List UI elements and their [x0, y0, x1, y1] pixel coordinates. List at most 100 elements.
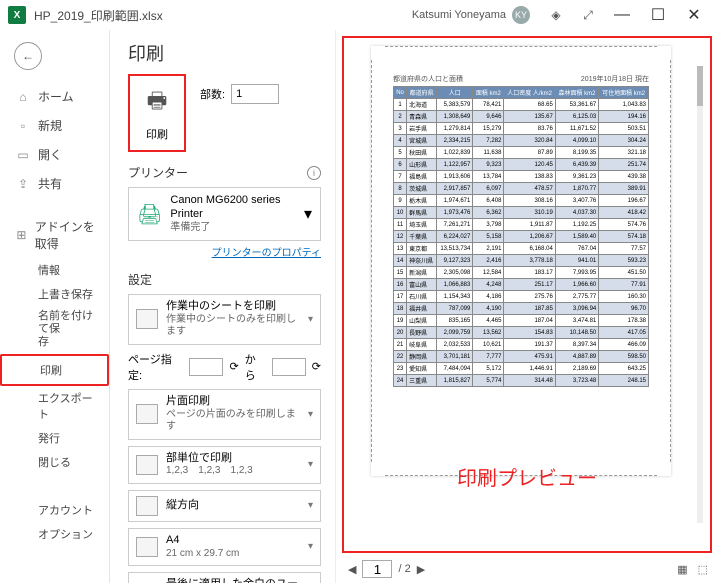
vertical-scrollbar[interactable] [692, 48, 708, 541]
info-icon[interactable]: i [307, 166, 321, 180]
table-row: 17石川県1,154,3434,186275.762,775.77160.30 [394, 291, 649, 303]
copies-input[interactable] [231, 84, 279, 104]
table-cell: 4,190 [473, 303, 504, 315]
table-cell: 1,308,649 [437, 111, 473, 123]
nav-info[interactable]: 情報 [0, 258, 109, 282]
nav-label: 開く [38, 146, 62, 163]
nav-new[interactable]: ▫新規 [0, 111, 109, 140]
home-icon: ⌂ [16, 90, 30, 104]
next-page-button[interactable]: ▶ [417, 563, 425, 576]
table-cell: 1,122,957 [437, 159, 473, 171]
new-icon: ▫ [16, 119, 30, 133]
ribbon-options-icon[interactable]: ⤢ [572, 3, 604, 27]
table-cell: 4 [394, 135, 407, 147]
table-header: 人口 [437, 87, 473, 99]
table-cell: 183.17 [504, 267, 555, 279]
diamond-icon[interactable]: ◈ [540, 3, 572, 27]
nav-addins[interactable]: ⊞アドインを取得 [0, 212, 109, 258]
nav-open[interactable]: ▭開く [0, 140, 109, 169]
zoom-to-page-icon[interactable]: ⬚ [698, 563, 708, 576]
table-cell: 160.30 [599, 291, 649, 303]
print-setting-1[interactable]: 片面印刷ページの片面のみを印刷します▾ [128, 389, 321, 440]
table-cell: 11 [394, 219, 407, 231]
print-setting-3[interactable]: 縦方向▾ [128, 490, 321, 522]
nav-label: アドインを取得 [35, 218, 99, 252]
table-cell: 466.09 [599, 339, 649, 351]
table-cell: 14 [394, 255, 407, 267]
table-cell: 5,172 [473, 363, 504, 375]
printer-status: 準備完了 [170, 222, 296, 235]
table-cell: 6,125.03 [555, 111, 598, 123]
table-cell: 8,397.34 [555, 339, 598, 351]
table-cell: 310.19 [504, 207, 555, 219]
table-cell: 2,099,759 [437, 327, 473, 339]
page-from-input[interactable] [189, 358, 223, 376]
print-setting-5[interactable]: 最後に適用した余白のユーザー設定上: 1.9 cm 下: 1.9 cm 左: 1… [128, 572, 321, 583]
print-button[interactable]: 🖶 印刷 [128, 74, 186, 152]
print-setting-0[interactable]: 作業中のシートを印刷作業中のシートのみを印刷します▾ [128, 294, 321, 345]
table-cell: 1,589.40 [555, 231, 598, 243]
table-cell: 6 [394, 159, 407, 171]
nav-saveas[interactable]: 名前を付けて保存 [0, 306, 109, 354]
table-row: 23愛知県7,484,0945,1721,446.912,189.69643.2… [394, 363, 649, 375]
table-cell: 7,261,271 [437, 219, 473, 231]
margins-toggle-icon[interactable]: ▦ [677, 563, 687, 576]
table-cell: 835,165 [437, 315, 473, 327]
nav-home[interactable]: ⌂ホーム [0, 82, 109, 111]
minimize-button[interactable]: — [604, 1, 640, 29]
table-cell: 8,199.35 [555, 147, 598, 159]
nav-share[interactable]: ⇪共有 [0, 169, 109, 198]
user-avatar[interactable]: KY [512, 6, 530, 24]
table-cell: 320.84 [504, 135, 555, 147]
table-cell: 196.67 [599, 195, 649, 207]
printer-selector[interactable]: 🖨 Canon MG6200 series Printer準備完了 ▾ [128, 187, 321, 241]
table-cell: 5,774 [473, 375, 504, 387]
chevron-down-icon: ▾ [304, 204, 312, 224]
table-cell: 9,361.23 [555, 171, 598, 183]
nav-options[interactable]: オプション [0, 522, 109, 546]
table-cell: 2,032,533 [437, 339, 473, 351]
nav-print[interactable]: 印刷 [0, 354, 109, 386]
prev-page-button[interactable]: ◀ [348, 563, 356, 576]
close-button[interactable]: ✕ [676, 1, 712, 29]
table-cell: 1,154,343 [437, 291, 473, 303]
table-cell: 1 [394, 99, 407, 111]
setting-title: 片面印刷 [166, 395, 300, 409]
table-cell: 12,584 [473, 267, 504, 279]
page-total: / 2 [398, 563, 410, 575]
print-setting-2[interactable]: 部単位で印刷1,2,3 1,2,3 1,2,3▾ [128, 446, 321, 484]
table-cell: 1,043.83 [599, 99, 649, 111]
table-cell: 2 [394, 111, 407, 123]
table-row: 4宮城県2,334,2157,282320.844,099.10304.24 [394, 135, 649, 147]
nav-publish[interactable]: 発行 [0, 426, 109, 450]
maximize-button[interactable]: ☐ [640, 1, 676, 29]
table-cell: 東京都 [407, 243, 437, 255]
print-setting-4[interactable]: A421 cm x 29.7 cm▾ [128, 528, 321, 566]
table-cell: 5,158 [473, 231, 504, 243]
page-number-input[interactable] [362, 560, 392, 578]
page-to-input[interactable] [272, 358, 306, 376]
table-cell: 新潟県 [407, 267, 437, 279]
table-cell: 1,446.91 [504, 363, 555, 375]
nav-export[interactable]: エクスポート [0, 386, 109, 426]
backstage-sidebar: ← ⌂ホーム ▫新規 ▭開く ⇪共有 ⊞アドインを取得 情報 上書き保存 名前を… [0, 30, 110, 583]
table-cell: 13 [394, 243, 407, 255]
nav-save[interactable]: 上書き保存 [0, 282, 109, 306]
table-cell: 1,192.25 [555, 219, 598, 231]
setting-title: A4 [166, 534, 300, 548]
table-cell: 長野県 [407, 327, 437, 339]
chevron-down-icon: ▾ [308, 409, 313, 420]
preview-label: 印刷プレビュー [457, 462, 597, 491]
table-row: 22静岡県3,701,1817,777475.914,887.89598.50 [394, 351, 649, 363]
nav-account[interactable]: アカウント [0, 498, 109, 522]
table-cell: 13,513,734 [437, 243, 473, 255]
back-button[interactable]: ← [14, 42, 42, 70]
table-row: 2青森県1,308,6499,646135.676,125.03194.16 [394, 111, 649, 123]
table-cell: 178.38 [599, 315, 649, 327]
table-cell: 7,777 [473, 351, 504, 363]
nav-close[interactable]: 閉じる [0, 450, 109, 474]
table-cell: 4,465 [473, 315, 504, 327]
table-cell: 4,037.30 [555, 207, 598, 219]
table-cell: 389.91 [599, 183, 649, 195]
printer-properties-link[interactable]: プリンターのプロパティ [128, 244, 321, 259]
